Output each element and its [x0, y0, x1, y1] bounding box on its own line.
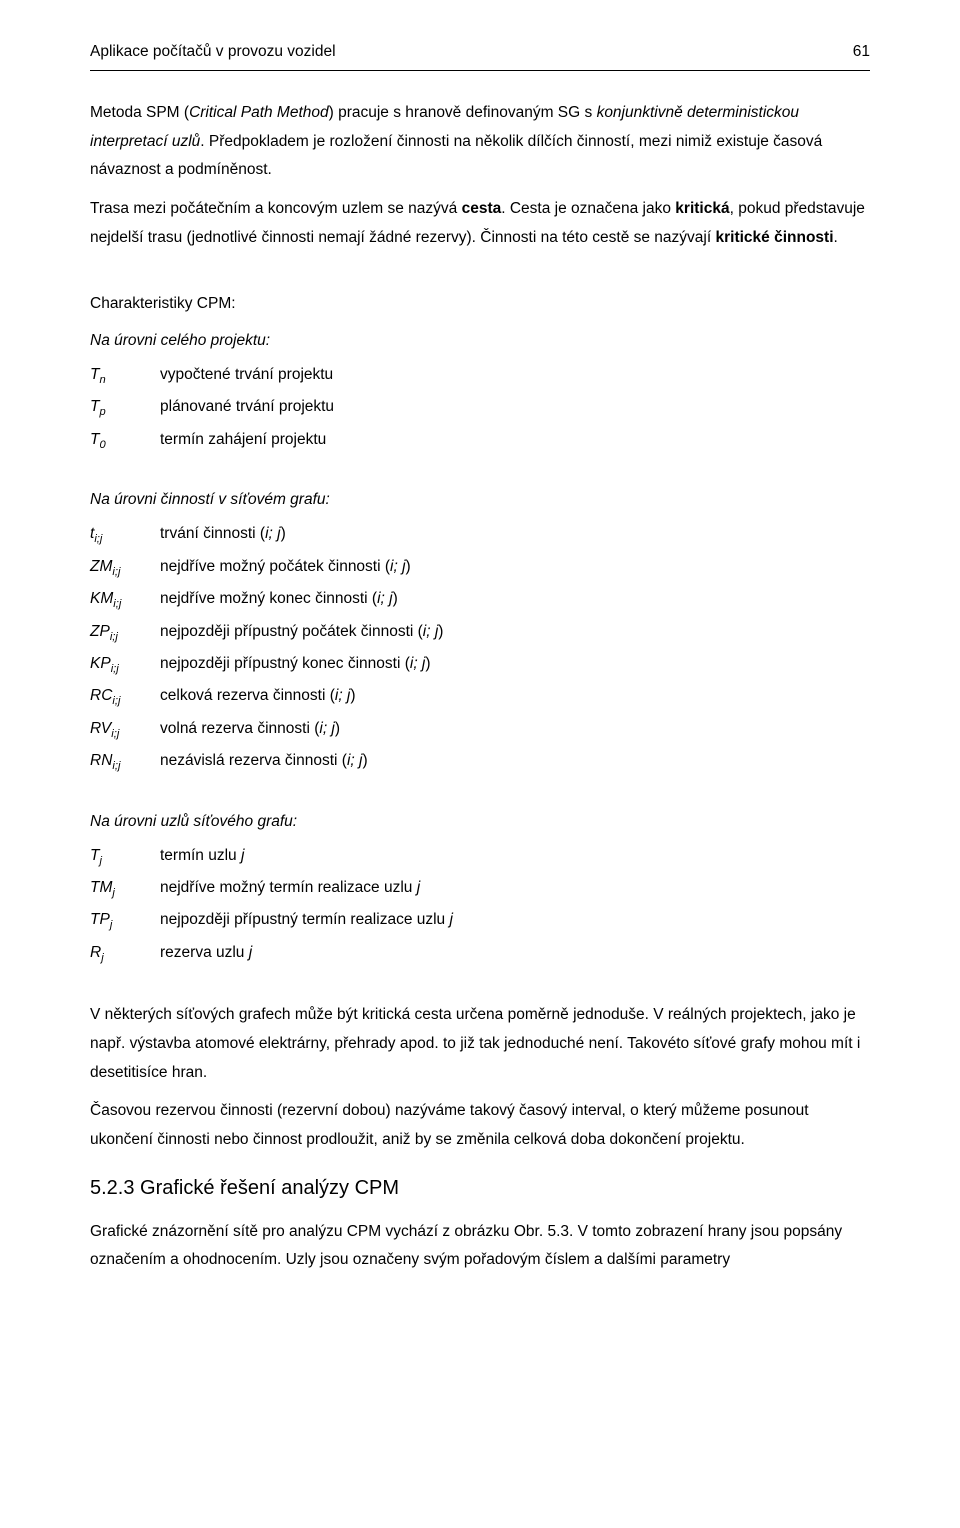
definition-symbol: KPi;j — [90, 648, 160, 680]
definition-desc: nejdříve možný konec činnosti (i; j) — [160, 583, 870, 614]
definition-desc: nejpozději přípustný termín realizace uz… — [160, 904, 870, 935]
nodes-definitions: Tjtermín uzlu jTMjnejdříve možný termín … — [90, 840, 870, 970]
header-title: Aplikace počítačů v provozu vozidel — [90, 40, 336, 64]
definition-row: ZPi;jnejpozději přípustný počátek činnos… — [90, 616, 870, 648]
last-paragraph: Grafické znázornění sítě pro analýzu CPM… — [90, 1218, 870, 1275]
definition-symbol: Rj — [90, 937, 160, 969]
definition-symbol: TPj — [90, 904, 160, 936]
text: ) pracuje s hranově definovaným SG s — [329, 104, 597, 121]
intro-paragraph-1: Metoda SPM (Critical Path Method) pracuj… — [90, 99, 870, 185]
definition-desc: rezerva uzlu j — [160, 937, 870, 968]
text: . Předpokladem je rozložení činnosti na … — [90, 133, 822, 179]
definition-row: ti;jtrvání činnosti (i; j) — [90, 518, 870, 550]
definition-row: Tjtermín uzlu j — [90, 840, 870, 872]
definition-row: TMjnejdříve možný termín realizace uzlu … — [90, 872, 870, 904]
text-italic: Critical Path Method — [189, 104, 329, 121]
project-definitions: Tnvypočtené trvání projektuTpplánované t… — [90, 359, 870, 456]
definition-desc: volná rezerva činnosti (i; j) — [160, 713, 870, 744]
definition-symbol: ZMi;j — [90, 551, 160, 583]
characteristics-title: Charakteristiky CPM: — [90, 290, 870, 319]
definition-row: Tpplánované trvání projektu — [90, 391, 870, 423]
page-header: Aplikace počítačů v provozu vozidel 61 — [90, 40, 870, 64]
definition-desc: vypočtené trvání projektu — [160, 359, 870, 390]
intro-paragraph-2: Trasa mezi počátečním a koncovým uzlem s… — [90, 195, 870, 252]
definition-desc: trvání činnosti (i; j) — [160, 518, 870, 549]
text: Trasa mezi počátečním a koncovým uzlem s… — [90, 200, 462, 217]
definition-symbol: RVi;j — [90, 713, 160, 745]
activities-level-title: Na úrovni činností v síťovém grafu: — [90, 488, 870, 512]
definition-symbol: T0 — [90, 424, 160, 456]
outro-paragraph-2: Časovou rezervou činnosti (rezervní dobo… — [90, 1097, 870, 1154]
nodes-level-title: Na úrovni uzlů síťového grafu: — [90, 810, 870, 834]
definition-row: RCi;jcelková rezerva činnosti (i; j) — [90, 680, 870, 712]
text: . — [834, 229, 838, 246]
text: . Cesta je označena jako — [501, 200, 675, 217]
definition-row: Tnvypočtené trvání projektu — [90, 359, 870, 391]
definition-row: ZMi;jnejdříve možný počátek činnosti (i;… — [90, 551, 870, 583]
definition-desc: nezávislá rezerva činnosti (i; j) — [160, 745, 870, 776]
definition-desc: plánované trvání projektu — [160, 391, 870, 422]
definition-row: Rjrezerva uzlu j — [90, 937, 870, 969]
definition-symbol: RCi;j — [90, 680, 160, 712]
text-bold: kritická — [675, 200, 729, 217]
definition-row: KMi;jnejdříve možný konec činnosti (i; j… — [90, 583, 870, 615]
definition-desc: celková rezerva činnosti (i; j) — [160, 680, 870, 711]
definition-desc: nejpozději přípustný konec činnosti (i; … — [160, 648, 870, 679]
definition-symbol: ZPi;j — [90, 616, 160, 648]
header-rule — [90, 70, 870, 71]
definition-row: TPjnejpozději přípustný termín realizace… — [90, 904, 870, 936]
page-number: 61 — [853, 40, 870, 64]
definition-symbol: Tj — [90, 840, 160, 872]
text-bold: kritické činnosti — [715, 229, 833, 246]
outro-paragraph-1: V některých síťových grafech může být kr… — [90, 1001, 870, 1087]
definition-symbol: TMj — [90, 872, 160, 904]
definition-desc: nejdříve možný počátek činnosti (i; j) — [160, 551, 870, 582]
project-level-title: Na úrovni celého projektu: — [90, 329, 870, 353]
subsection-heading: 5.2.3 Grafické řešení analýzy CPM — [90, 1173, 870, 1204]
definition-desc: nejdříve možný termín realizace uzlu j — [160, 872, 870, 903]
definition-row: RNi;jnezávislá rezerva činnosti (i; j) — [90, 745, 870, 777]
definition-desc: nejpozději přípustný počátek činnosti (i… — [160, 616, 870, 647]
definition-symbol: Tn — [90, 359, 160, 391]
definition-symbol: ti;j — [90, 518, 160, 550]
definition-symbol: Tp — [90, 391, 160, 423]
definition-symbol: RNi;j — [90, 745, 160, 777]
text-bold: cesta — [462, 200, 502, 217]
definition-desc: termín uzlu j — [160, 840, 870, 871]
definition-row: RVi;jvolná rezerva činnosti (i; j) — [90, 713, 870, 745]
definition-symbol: KMi;j — [90, 583, 160, 615]
definition-row: T0termín zahájení projektu — [90, 424, 870, 456]
definition-row: KPi;jnejpozději přípustný konec činnosti… — [90, 648, 870, 680]
definition-desc: termín zahájení projektu — [160, 424, 870, 455]
activities-definitions: ti;jtrvání činnosti (i; j)ZMi;jnejdříve … — [90, 518, 870, 777]
text: Metoda SPM ( — [90, 104, 189, 121]
